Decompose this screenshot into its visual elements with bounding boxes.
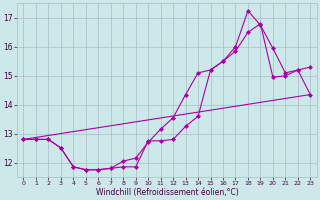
X-axis label: Windchill (Refroidissement éolien,°C): Windchill (Refroidissement éolien,°C) bbox=[96, 188, 238, 197]
